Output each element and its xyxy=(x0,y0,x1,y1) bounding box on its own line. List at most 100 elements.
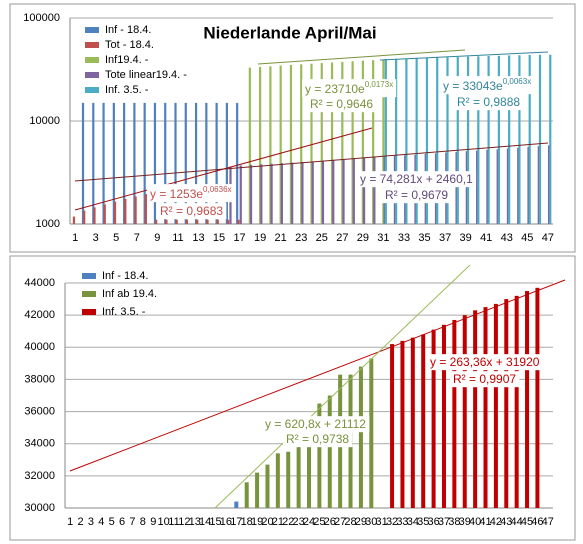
bar xyxy=(103,204,106,224)
x-tick-label: 20 xyxy=(261,516,273,528)
x-tick-label: 9 xyxy=(154,232,160,244)
legend-swatch xyxy=(85,72,99,78)
annotation-text: y = 1253e xyxy=(150,187,203,201)
annotation: R² = 0,9646 xyxy=(310,97,373,111)
x-tick-label: 40 xyxy=(469,516,481,528)
bar xyxy=(236,102,239,224)
y-tick-label: 40000 xyxy=(24,341,55,353)
bar xyxy=(194,102,198,224)
bar xyxy=(112,102,115,224)
bar xyxy=(508,55,511,225)
x-tick-label: 8 xyxy=(140,516,146,528)
bar xyxy=(373,157,376,224)
x-tick-label: 1 xyxy=(67,516,73,528)
annotation-box xyxy=(454,94,524,111)
bar xyxy=(296,443,301,508)
legend-label: Inf. 3.5. - xyxy=(102,306,146,318)
bar xyxy=(425,57,429,224)
bar xyxy=(300,64,303,224)
bar xyxy=(155,219,158,224)
bar xyxy=(405,58,408,225)
bar xyxy=(164,102,167,224)
bar xyxy=(123,102,126,224)
bar xyxy=(400,340,405,508)
x-tick-label: 25 xyxy=(313,516,325,528)
trendline xyxy=(74,142,549,182)
legend-label: Inf - 18.4. xyxy=(105,24,151,36)
bar xyxy=(249,164,253,224)
bar xyxy=(206,219,209,224)
bar xyxy=(143,102,146,224)
annotation-text: y = 263,36x + 31920 xyxy=(430,355,540,369)
bar xyxy=(265,464,270,508)
x-tick-label: 27 xyxy=(334,516,346,528)
bar xyxy=(506,148,510,224)
bar xyxy=(549,54,552,225)
bar xyxy=(421,334,426,508)
bar xyxy=(341,61,344,224)
legend-label: Tote linear19.4. - xyxy=(105,69,187,81)
bar xyxy=(390,344,395,508)
bar xyxy=(124,198,127,224)
legend-swatch xyxy=(85,27,99,33)
annotation-exponent: 0,0173x xyxy=(365,80,393,89)
x-tick-label: 19 xyxy=(254,232,266,244)
x-tick-label: 11 xyxy=(172,232,183,244)
bar xyxy=(446,57,449,225)
x-tick-label: 4 xyxy=(98,516,104,528)
x-tick-label: 11 xyxy=(168,516,179,528)
annotation-box xyxy=(302,79,397,98)
annotation-box xyxy=(382,187,452,204)
x-tick-label: 26 xyxy=(324,516,336,528)
annotation: y = 33043e0,0063x xyxy=(443,77,531,93)
x-tick-label: 15 xyxy=(209,516,221,528)
bar xyxy=(234,501,239,508)
annotation-exponent: 0,0636x xyxy=(203,185,231,194)
x-tick-label: 1 xyxy=(72,232,78,244)
bar xyxy=(517,147,520,224)
legend-swatch xyxy=(85,87,99,93)
bar xyxy=(466,56,470,224)
x-tick-label: 21 xyxy=(275,232,287,244)
annotation-text: R² = 0,9888 xyxy=(457,95,520,109)
bar xyxy=(259,66,262,225)
bar xyxy=(330,62,334,225)
bar xyxy=(320,63,323,225)
bar xyxy=(476,150,479,224)
bar xyxy=(514,295,519,508)
annotation-text: R² = 0,9907 xyxy=(453,372,516,386)
bar xyxy=(291,162,294,224)
bar xyxy=(102,102,105,224)
bar xyxy=(226,219,230,224)
x-tick-label: 14 xyxy=(199,516,211,528)
annotation-box xyxy=(262,416,370,433)
legend-swatch xyxy=(82,273,96,279)
x-tick-label: 5 xyxy=(109,516,115,528)
x-tick-label: 35 xyxy=(418,232,430,244)
bar xyxy=(352,158,355,224)
annotation: R² = 0,9907 xyxy=(453,372,516,386)
bar xyxy=(216,219,219,224)
x-tick-label: 18 xyxy=(241,516,253,528)
trendline xyxy=(214,264,471,509)
chart-frame xyxy=(9,255,576,541)
x-tick-label: 23 xyxy=(292,516,304,528)
x-tick-label: 29 xyxy=(357,232,369,244)
bar xyxy=(184,102,187,224)
bar xyxy=(504,299,509,508)
bar xyxy=(321,160,325,224)
bar xyxy=(372,60,375,224)
bar xyxy=(269,66,272,224)
x-tick-label: 29 xyxy=(355,516,367,528)
bar xyxy=(395,58,398,225)
bar xyxy=(255,472,260,508)
x-tick-label: 24 xyxy=(303,516,315,528)
annotation-text: y = 23710e xyxy=(305,82,365,96)
legend-label: Inf - 18.4. xyxy=(102,270,148,282)
x-tick-label: 10 xyxy=(158,516,170,528)
annotation: R² = 0,9738 xyxy=(286,432,349,446)
trendline xyxy=(379,51,549,61)
annotation-box xyxy=(450,371,520,388)
x-tick-label: 39 xyxy=(459,516,471,528)
